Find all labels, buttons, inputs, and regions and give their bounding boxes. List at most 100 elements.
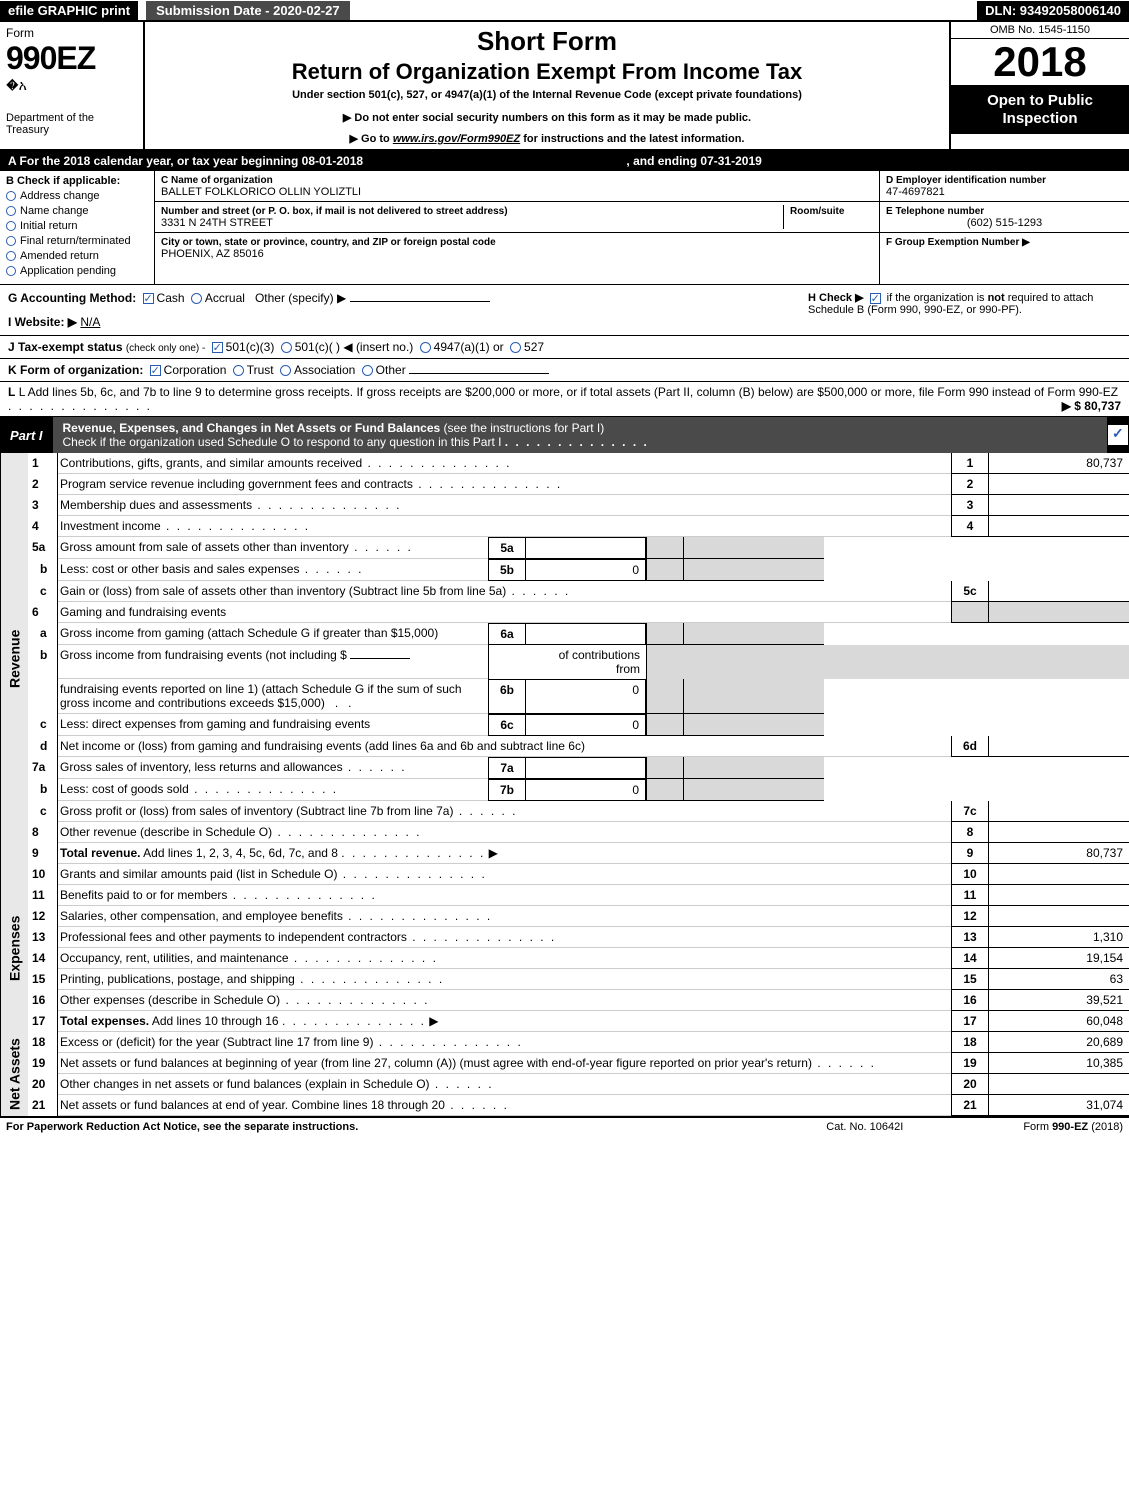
phone-value: (602) 515-1293 — [886, 217, 1123, 229]
line-21: Net assets or fund balances at end of ye… — [58, 1095, 1129, 1116]
form-body: Revenue 1 Contributions, gifts, grants, … — [0, 453, 1129, 1116]
4947-checkbox[interactable] — [420, 342, 431, 353]
chk-application-pending[interactable]: Application pending — [6, 265, 148, 277]
line-10: Grants and similar amounts paid (list in… — [58, 864, 1129, 885]
line-7c: Gross profit or (loss) from sales of inv… — [58, 801, 1129, 822]
chk-name-change[interactable]: Name change — [6, 205, 148, 217]
phone-row: E Telephone number (602) 515-1293 — [880, 202, 1129, 233]
address-row: Number and street (or P. O. box, if mail… — [155, 202, 879, 233]
accrual-checkbox[interactable] — [191, 293, 202, 304]
section-b: B Check if applicable: Address change Na… — [0, 171, 155, 284]
line-6c: Less: direct expenses from gaming and fu… — [58, 714, 1129, 736]
short-form-title: Short Form — [153, 26, 941, 57]
line-1-num: 1 — [28, 453, 58, 474]
efile-label: efile GRAPHIC print — [0, 1, 138, 20]
chk-amended-return[interactable]: Amended return — [6, 250, 148, 262]
line-1: Contributions, gifts, grants, and simila… — [58, 453, 1129, 474]
period-begin: A For the 2018 calendar year, or tax yea… — [8, 154, 363, 168]
section-def: D Employer identification number 47-4697… — [879, 171, 1129, 284]
city-label: City or town, state or province, country… — [161, 237, 496, 248]
b-label: B Check if applicable: — [6, 175, 148, 187]
line-11: Benefits paid to or for members 11 — [58, 885, 1129, 906]
line-2-num: 2 — [28, 474, 58, 495]
part-i-checkbox[interactable] — [1107, 424, 1129, 446]
cash-checkbox[interactable] — [143, 293, 154, 304]
line-6: Gaming and fundraising events — [58, 602, 1129, 623]
tax-year: 2018 — [951, 39, 1129, 86]
addr-value: 3331 N 24TH STREET — [161, 217, 273, 229]
corp-checkbox[interactable] — [150, 365, 161, 376]
chk-initial-return[interactable]: Initial return — [6, 220, 148, 232]
501c3-checkbox[interactable] — [212, 342, 223, 353]
line-15: Printing, publications, postage, and shi… — [58, 969, 1129, 990]
assoc-checkbox[interactable] — [280, 365, 291, 376]
d-label: D Employer identification number — [886, 175, 1046, 186]
line-1-amt: 80,737 — [989, 453, 1129, 474]
header-right: OMB No. 1545-1150 2018 Open to Public In… — [949, 22, 1129, 149]
org-name-row: C Name of organization BALLET FOLKLORICO… — [155, 171, 879, 202]
period-row: A For the 2018 calendar year, or tax yea… — [0, 151, 1129, 171]
header-center: Short Form Return of Organization Exempt… — [145, 22, 949, 149]
ein-value: 47-4697821 — [886, 186, 945, 198]
open-to-public: Open to Public Inspection — [951, 86, 1129, 134]
line-19: Net assets or fund balances at beginning… — [58, 1053, 1129, 1074]
501c-checkbox[interactable] — [281, 342, 292, 353]
l-amount: ▶ $ 80,737 — [1062, 399, 1121, 413]
line-9: Total revenue. Add lines 1, 2, 3, 4, 5c,… — [58, 843, 1129, 864]
header-left: Form 990EZ �አ Department of the Treasury — [0, 22, 145, 149]
f-label: F Group Exemption Number ▶ — [886, 237, 1030, 248]
goto-link[interactable]: ▶ Go to www.irs.gov/Form990EZ for instru… — [153, 132, 941, 145]
line-16: Other expenses (describe in Schedule O) … — [58, 990, 1129, 1011]
omb-number: OMB No. 1545-1150 — [951, 22, 1129, 39]
line-7b: Less: cost of goods sold 7b 0 — [58, 779, 1129, 801]
part-i-title: Revenue, Expenses, and Changes in Net As… — [53, 417, 1107, 453]
c-label: C Name of organization — [161, 175, 273, 186]
expenses-sidebar: Expenses — [0, 864, 28, 1032]
city-value: PHOENIX, AZ 85016 — [161, 248, 264, 260]
top-bar: efile GRAPHIC print Submission Date - 20… — [0, 0, 1129, 22]
submission-date: Submission Date - 2020-02-27 — [146, 1, 350, 20]
trust-checkbox[interactable] — [233, 365, 244, 376]
line-6b-1: Gross income from fundraising events (no… — [58, 645, 1129, 679]
j-line: J Tax-exempt status (check only one) - 5… — [0, 336, 1129, 359]
info-grid: B Check if applicable: Address change Na… — [0, 171, 1129, 285]
line-6a: Gross income from gaming (attach Schedul… — [58, 623, 1129, 645]
k-line: K Form of organization: Corporation Trus… — [0, 359, 1129, 382]
group-exemption-row: F Group Exemption Number ▶ — [880, 233, 1129, 263]
h-label: H Check ▶ — [808, 292, 864, 304]
l-line: L L Add lines 5b, 6c, and 7b to line 9 t… — [0, 382, 1129, 417]
part-i-header: Part I Revenue, Expenses, and Changes in… — [0, 417, 1129, 453]
chk-final-return[interactable]: Final return/terminated — [6, 235, 148, 247]
chk-address-change[interactable]: Address change — [6, 190, 148, 202]
i-label: I Website: ▶ — [8, 315, 77, 329]
line-14: Occupancy, rent, utilities, and maintena… — [58, 948, 1129, 969]
ssn-warning: ▶ Do not enter social security numbers o… — [153, 111, 941, 124]
g-line: G Accounting Method: Cash Accrual Other … — [0, 285, 799, 335]
h-checkbox[interactable] — [870, 293, 881, 304]
page-footer: For Paperwork Reduction Act Notice, see … — [0, 1116, 1129, 1136]
line-18: Excess or (deficit) for the year (Subtra… — [58, 1032, 1129, 1053]
revenue-sidebar: Revenue — [0, 453, 28, 864]
irs-link[interactable]: www.irs.gov/Form990EZ — [393, 133, 520, 145]
footer-left: For Paperwork Reduction Act Notice, see … — [6, 1121, 358, 1133]
form-header: Form 990EZ �አ Department of the Treasury… — [0, 22, 1129, 151]
line-5c: Gain or (loss) from sale of assets other… — [58, 581, 1129, 602]
form-word: Form — [6, 26, 137, 40]
line-6b-2: fundraising events reported on line 1) (… — [58, 679, 1129, 714]
addr-label: Number and street (or P. O. box, if mail… — [161, 206, 508, 217]
line-13: Professional fees and other payments to … — [58, 927, 1129, 948]
h-line: H Check ▶ if the organization is not req… — [799, 285, 1129, 335]
period-end: , and ending 07-31-2019 — [626, 154, 761, 168]
website-value: N/A — [80, 315, 100, 329]
line-12: Salaries, other compensation, and employ… — [58, 906, 1129, 927]
line-3: Membership dues and assessments 3 — [58, 495, 1129, 516]
line-9-amt: 80,737 — [989, 843, 1129, 864]
other-org-checkbox[interactable] — [362, 365, 373, 376]
527-checkbox[interactable] — [510, 342, 521, 353]
room-suite: Room/suite — [783, 205, 873, 229]
under-section: Under section 501(c), 527, or 4947(a)(1)… — [153, 89, 941, 101]
ein-row: D Employer identification number 47-4697… — [880, 171, 1129, 202]
section-c: C Name of organization BALLET FOLKLORICO… — [155, 171, 879, 284]
city-row: City or town, state or province, country… — [155, 233, 879, 263]
dln-label: DLN: 93492058006140 — [977, 1, 1129, 20]
